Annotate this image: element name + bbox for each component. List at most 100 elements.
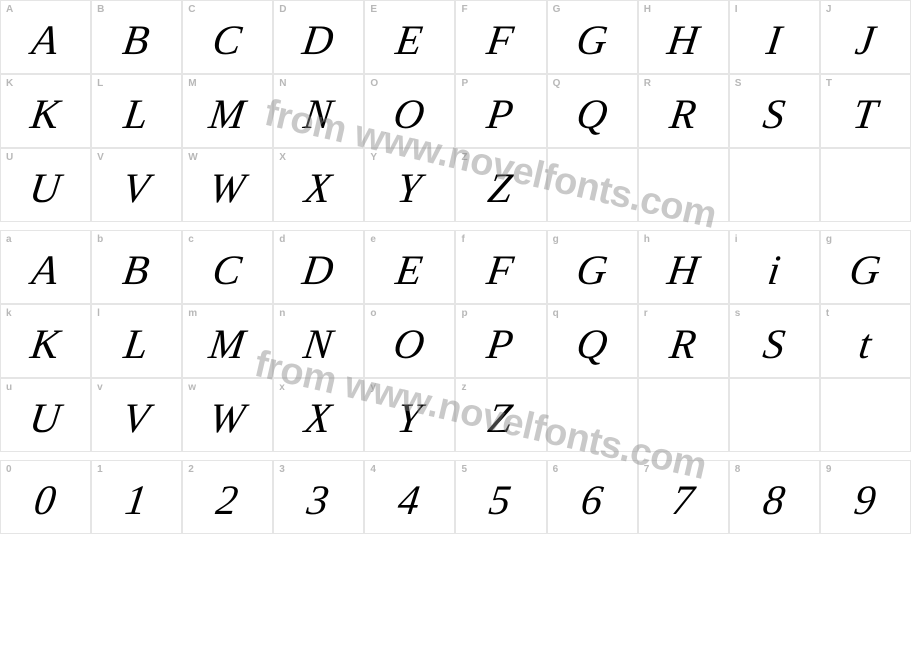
- glyph-cell: zZ: [455, 378, 546, 452]
- glyph-cell: ZZ: [455, 148, 546, 222]
- glyph-cell: XX: [273, 148, 364, 222]
- cell-glyph: J: [816, 1, 911, 73]
- section-digits: 00112233445566778899: [0, 460, 911, 534]
- glyph-cell: 66: [547, 460, 638, 534]
- cell-glyph: A: [0, 1, 95, 73]
- cell-glyph: I: [725, 1, 824, 73]
- glyph-cell: 11: [91, 460, 182, 534]
- glyph-cell: sS: [729, 304, 820, 378]
- glyph-cell: pP: [455, 304, 546, 378]
- cell-glyph: 4: [360, 461, 459, 533]
- glyph-cell: OO: [364, 74, 455, 148]
- glyph-cell: QQ: [547, 74, 638, 148]
- chart-row: AABBCCDDEEFFGGHHIIJJ: [0, 0, 911, 74]
- cell-glyph: K: [0, 75, 95, 147]
- cell-glyph: O: [360, 75, 459, 147]
- cell-glyph: O: [360, 305, 459, 377]
- glyph-cell: RR: [638, 74, 729, 148]
- cell-glyph: C: [178, 231, 277, 303]
- glyph-cell: TT: [820, 74, 911, 148]
- chart-row: 00112233445566778899: [0, 460, 911, 534]
- cell-glyph: A: [0, 231, 95, 303]
- glyph-cell: tt: [820, 304, 911, 378]
- glyph-cell: wW: [182, 378, 273, 452]
- cell-glyph: X: [269, 149, 368, 221]
- cell-glyph: Y: [360, 379, 459, 451]
- glyph-cell: EE: [364, 0, 455, 74]
- glyph-cell: YY: [364, 148, 455, 222]
- section-uppercase: AABBCCDDEEFFGGHHIIJJKKLLMMNNOOPPQQRRSSTT…: [0, 0, 911, 222]
- glyph-cell: WW: [182, 148, 273, 222]
- glyph-cell: 22: [182, 460, 273, 534]
- cell-glyph: 9: [816, 461, 911, 533]
- cell-glyph: L: [87, 75, 186, 147]
- cell-glyph: W: [178, 379, 277, 451]
- glyph-cell: VV: [91, 148, 182, 222]
- cell-glyph: [816, 379, 911, 451]
- glyph-cell: II: [729, 0, 820, 74]
- glyph-cell: CC: [182, 0, 273, 74]
- glyph-cell: [547, 378, 638, 452]
- glyph-cell: [638, 148, 729, 222]
- glyph-cell: 00: [0, 460, 91, 534]
- cell-glyph: L: [87, 305, 186, 377]
- cell-glyph: t: [816, 305, 911, 377]
- cell-glyph: B: [87, 1, 186, 73]
- cell-glyph: U: [0, 379, 95, 451]
- glyph-cell: 88: [729, 460, 820, 534]
- glyph-cell: PP: [455, 74, 546, 148]
- cell-glyph: N: [269, 305, 368, 377]
- cell-glyph: 2: [178, 461, 277, 533]
- cell-glyph: V: [87, 379, 186, 451]
- glyph-cell: [729, 378, 820, 452]
- cell-glyph: P: [451, 75, 550, 147]
- cell-glyph: 1: [87, 461, 186, 533]
- glyph-cell: 44: [364, 460, 455, 534]
- cell-glyph: F: [451, 1, 550, 73]
- chart-row: UUVVWWXXYYZZ: [0, 148, 911, 222]
- cell-glyph: K: [0, 305, 95, 377]
- cell-glyph: G: [543, 231, 642, 303]
- cell-glyph: [543, 379, 642, 451]
- glyph-cell: AA: [0, 0, 91, 74]
- glyph-cell: bB: [91, 230, 182, 304]
- cell-glyph: 0: [0, 461, 95, 533]
- glyph-cell: BB: [91, 0, 182, 74]
- cell-glyph: M: [178, 305, 277, 377]
- cell-glyph: S: [725, 305, 824, 377]
- glyph-cell: GG: [547, 0, 638, 74]
- cell-glyph: P: [451, 305, 550, 377]
- glyph-cell: uU: [0, 378, 91, 452]
- cell-glyph: N: [269, 75, 368, 147]
- glyph-cell: qQ: [547, 304, 638, 378]
- cell-glyph: F: [451, 231, 550, 303]
- cell-glyph: B: [87, 231, 186, 303]
- glyph-cell: [729, 148, 820, 222]
- glyph-cell: dD: [273, 230, 364, 304]
- glyph-cell: oO: [364, 304, 455, 378]
- cell-glyph: 8: [725, 461, 824, 533]
- chart-row: aAbBcCdDeEfFgGhHiigG: [0, 230, 911, 304]
- cell-glyph: T: [816, 75, 911, 147]
- glyph-cell: [638, 378, 729, 452]
- glyph-cell: kK: [0, 304, 91, 378]
- cell-glyph: E: [360, 231, 459, 303]
- chart-row: uUvVwWxXyYzZ: [0, 378, 911, 452]
- cell-glyph: C: [178, 1, 277, 73]
- glyph-cell: nN: [273, 304, 364, 378]
- cell-glyph: Q: [543, 75, 642, 147]
- glyph-cell: ii: [729, 230, 820, 304]
- glyph-cell: [547, 148, 638, 222]
- chart-row: KKLLMMNNOOPPQQRRSSTT: [0, 74, 911, 148]
- cell-glyph: 3: [269, 461, 368, 533]
- cell-glyph: [816, 149, 911, 221]
- cell-glyph: R: [634, 75, 733, 147]
- glyph-cell: hH: [638, 230, 729, 304]
- chart-row: kKlLmMnNoOpPqQrRsStt: [0, 304, 911, 378]
- glyph-cell: gG: [547, 230, 638, 304]
- cell-glyph: X: [269, 379, 368, 451]
- glyph-cell: HH: [638, 0, 729, 74]
- glyph-cell: SS: [729, 74, 820, 148]
- glyph-cell: JJ: [820, 0, 911, 74]
- cell-glyph: E: [360, 1, 459, 73]
